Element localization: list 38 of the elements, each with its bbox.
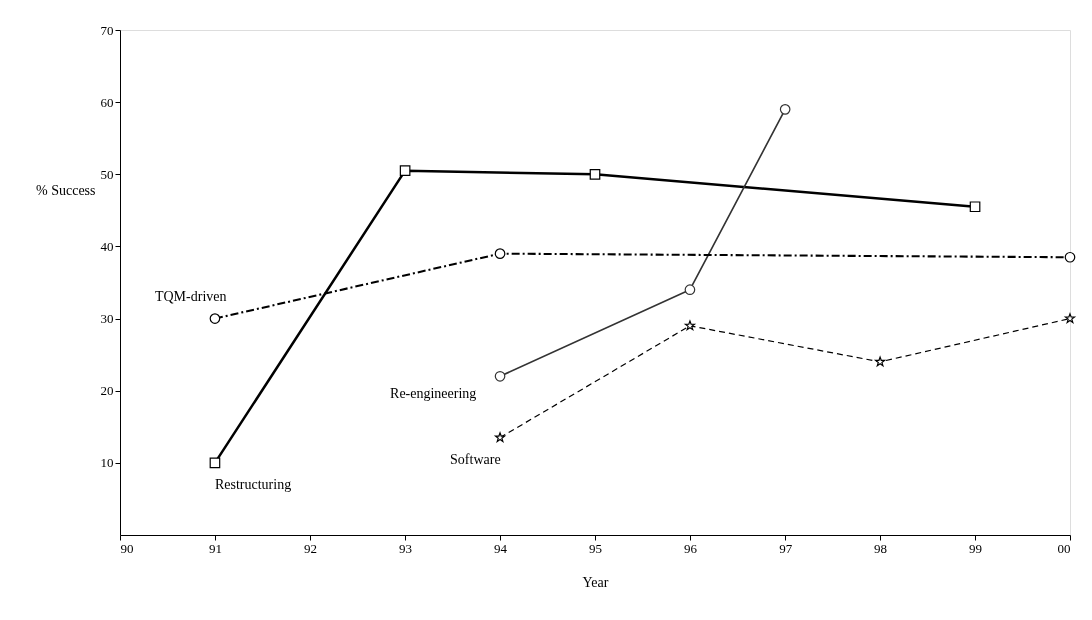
y-axis-title: % Success — [36, 182, 96, 198]
series-label: Re-engineering — [390, 386, 477, 402]
point — [589, 168, 601, 180]
y-tick-label: 20 — [100, 383, 114, 399]
point — [494, 432, 506, 443]
x-tick-label: 98 — [874, 540, 888, 556]
point — [1064, 313, 1076, 324]
series-label: Software — [450, 451, 501, 467]
point — [779, 104, 791, 115]
y-tick-label: 30 — [100, 311, 114, 327]
point — [969, 201, 981, 213]
point — [875, 356, 886, 367]
series-label: TQM-driven — [154, 288, 227, 304]
y-tick-label: 10 — [100, 455, 114, 471]
x-axis-title: Year — [582, 574, 609, 590]
point — [1064, 251, 1076, 263]
y-tick-label: 40 — [100, 238, 114, 254]
x-tick-label: 95 — [589, 540, 602, 556]
series-label: Restructuring — [214, 476, 292, 492]
x-tick-label: 97 — [779, 540, 793, 556]
y-tick-label: 50 — [100, 166, 114, 182]
point — [684, 320, 696, 331]
y-tick-label: 60 — [100, 94, 114, 110]
x-tick-label: 94 — [494, 540, 508, 556]
x-tick-label: 92 — [303, 540, 317, 556]
y-tick-label: 70 — [100, 22, 114, 38]
x-tick-label: 99 — [969, 540, 983, 556]
x-tick-label: 90 — [120, 540, 134, 556]
point — [209, 457, 221, 469]
x-tick-label: 96 — [683, 540, 698, 556]
x-tick-label: 91 — [208, 540, 222, 556]
point — [494, 370, 506, 382]
x-tick-label: 00 — [1057, 540, 1071, 556]
point — [684, 284, 696, 296]
point — [209, 313, 221, 324]
x-tick-label: 93 — [399, 540, 413, 556]
point — [399, 165, 411, 177]
point — [494, 248, 506, 259]
